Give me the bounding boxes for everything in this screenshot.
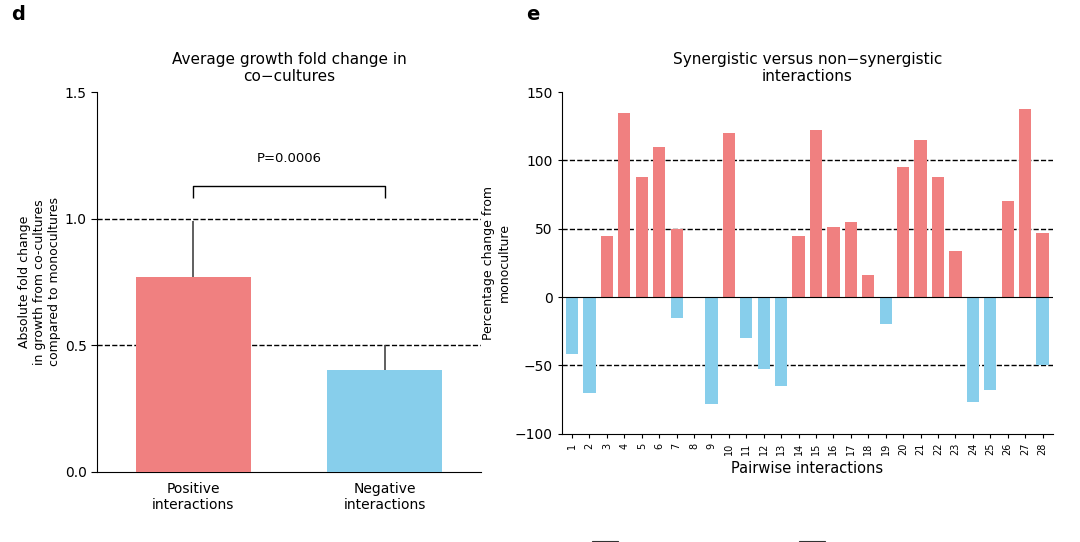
Bar	[566, 297, 578, 354]
Bar	[705, 297, 717, 404]
Bar	[618, 113, 631, 297]
Bar	[583, 297, 595, 392]
Y-axis label: Absolute fold change
in growth from co-cultures
compared to monocultures: Absolute fold change in growth from co-c…	[17, 197, 60, 366]
Bar	[845, 222, 856, 297]
Bar	[827, 227, 839, 297]
Bar	[775, 297, 787, 386]
Bar	[793, 236, 805, 297]
Bar	[897, 167, 909, 297]
Bar	[653, 147, 665, 297]
Bar	[723, 133, 735, 297]
Text: e: e	[526, 5, 539, 24]
Bar	[967, 297, 978, 402]
Bar	[136, 277, 251, 472]
Bar	[915, 140, 927, 297]
Bar	[1001, 202, 1014, 297]
Bar	[949, 250, 961, 297]
Bar	[758, 297, 770, 370]
Title: Average growth fold change in
co−cultures: Average growth fold change in co−culture…	[172, 51, 406, 84]
Text: d: d	[11, 5, 25, 24]
Bar	[740, 297, 753, 338]
Bar	[671, 229, 683, 297]
Bar	[1037, 297, 1049, 365]
Bar	[1037, 233, 1049, 297]
Bar	[1020, 108, 1031, 297]
Bar	[984, 297, 997, 390]
Bar	[862, 275, 875, 297]
Bar	[327, 370, 443, 472]
Bar	[636, 177, 648, 297]
X-axis label: Pairwise interactions: Pairwise interactions	[731, 461, 883, 476]
Title: Synergistic versus non−synergistic
interactions: Synergistic versus non−synergistic inter…	[673, 51, 942, 84]
Bar	[879, 297, 892, 324]
Bar	[932, 177, 944, 297]
Text: P=0.0006: P=0.0006	[256, 152, 322, 165]
Bar	[810, 131, 822, 297]
Bar	[671, 297, 683, 318]
Bar	[600, 236, 613, 297]
Y-axis label: Percentage change from
monoculture: Percentage change from monoculture	[483, 186, 511, 340]
Legend: Synergistic interactions, Non-synergistic interactions: Synergistic interactions, Non-synergisti…	[586, 536, 1028, 542]
